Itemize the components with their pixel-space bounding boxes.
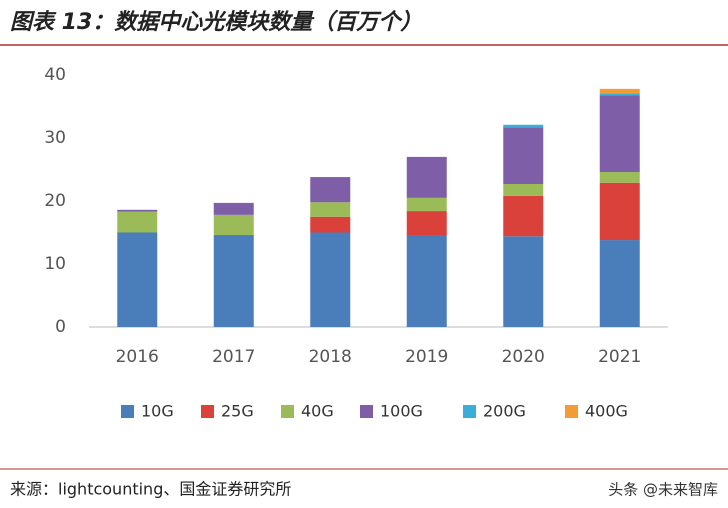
legend-swatch <box>463 405 476 418</box>
bar-segment <box>213 202 254 215</box>
legend-label: 200G <box>483 402 526 421</box>
y-tick-label: 20 <box>44 191 66 211</box>
bar-segment <box>406 211 447 236</box>
bar-segment <box>599 88 640 94</box>
x-tick-label: 2021 <box>598 347 641 367</box>
bar-segment <box>310 202 351 217</box>
legend-swatch <box>281 405 294 418</box>
bar-segment <box>599 240 640 327</box>
bar-segment <box>406 235 447 327</box>
bar-segment <box>310 177 351 203</box>
bar-segment <box>406 156 447 198</box>
bar-segment <box>503 124 544 128</box>
legend-label: 10G <box>141 402 174 421</box>
bar-segment <box>503 195 544 237</box>
x-tick-label: 2020 <box>502 347 545 367</box>
bar-segment <box>213 235 254 327</box>
bar-segment <box>503 127 544 184</box>
x-tick-label: 2017 <box>212 347 255 367</box>
x-tick-label: 2018 <box>309 347 352 367</box>
bar-segment <box>503 183 544 196</box>
bar-segment <box>503 236 544 327</box>
watermark: 头条 @未来智库 <box>608 481 718 499</box>
x-tick-label: 2019 <box>405 347 448 367</box>
bar-segment <box>117 232 158 327</box>
legend-swatch <box>201 405 214 418</box>
bar-segment <box>599 182 640 241</box>
x-tick-label: 2016 <box>116 347 159 367</box>
y-tick-label: 40 <box>44 65 66 85</box>
bar-segment <box>213 214 254 236</box>
legend-label: 400G <box>585 402 628 421</box>
bar-segment <box>310 216 351 233</box>
bar-segment <box>599 95 640 173</box>
legend-label: 100G <box>380 402 423 421</box>
bar-segment <box>117 211 158 233</box>
y-tick-label: 30 <box>44 128 66 148</box>
bar-segment <box>117 209 158 212</box>
bar-segment <box>310 232 351 327</box>
source: 来源：lightcounting、国金证券研究所 <box>10 480 291 499</box>
bar-segment <box>406 197 447 212</box>
legend-swatch <box>565 405 578 418</box>
chart-title: 图表 13：数据中心光模块数量（百万个） <box>10 9 422 35</box>
bar-segment <box>599 93 640 96</box>
y-tick-label: 0 <box>55 317 66 337</box>
legend-swatch <box>360 405 373 418</box>
legend-label: 40G <box>301 402 334 421</box>
y-tick-label: 10 <box>44 254 66 274</box>
legend-label: 25G <box>221 402 254 421</box>
legend-swatch <box>121 405 134 418</box>
bar-segment <box>599 172 640 183</box>
